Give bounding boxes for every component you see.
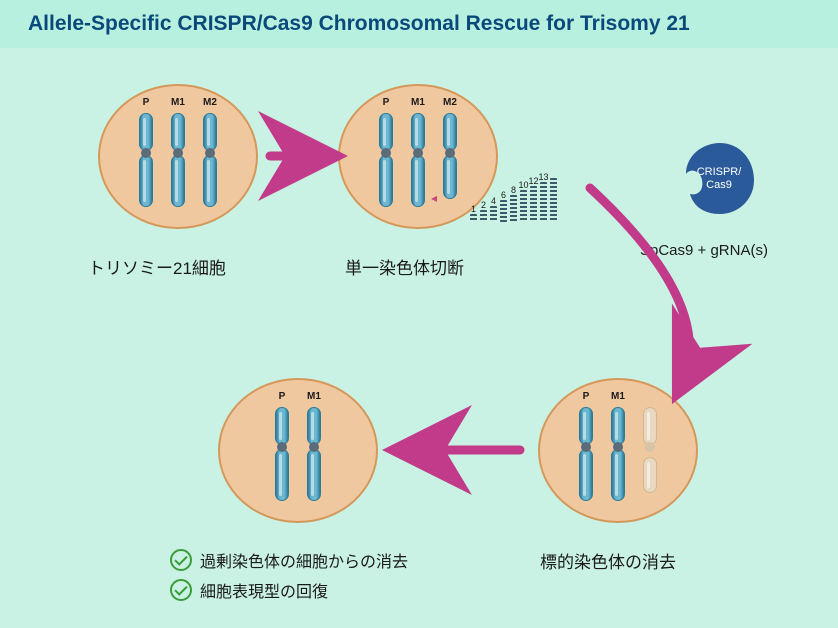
cell-trisomy21: P M1 M2 [98,84,258,229]
chromosome-P: P [377,113,395,207]
caption-cleavage: 単一染色体切断 [345,254,464,279]
cut-marker-icon: ◂ [431,191,437,205]
chromosome-group: P M1 M2 ◂ [377,113,459,207]
chromosome-M2-cut: M2 ◂ [441,113,459,207]
chromosome-M2: M2 [201,113,219,207]
caption-trisomy21: トリソミー21細胞 [88,254,226,279]
cas9-protein-icon: CRISPR/ Cas9 [680,138,758,218]
chromosome-group: P M1 [577,407,659,501]
cas9-text: CRISPR/ Cas9 [680,166,758,192]
check-icon [170,579,192,601]
chromosome-M1: M1 [169,113,187,207]
chromosome-group: P M1 M2 [137,113,219,207]
chromosome-M1: M1 [409,113,427,207]
chromosome-P: P [273,407,291,501]
chromosome-ghost [641,407,659,501]
outcome-text-1: 過剰染色体の細胞からの消去 [200,548,408,572]
chromosome-M1: M1 [305,407,323,501]
grna-count-bars: 12468101213 [470,178,557,222]
chromosome-P: P [137,113,155,207]
cell-rescued: P M1 [218,378,378,523]
diagram-canvas: P M1 M2 トリソミー21細胞 P M1 [0,48,838,628]
cell-elimination: P M1 [538,378,698,523]
caption-elimination: 標的染色体の消去 [540,548,676,573]
title-bar: Allele-Specific CRISPR/Cas9 Chromosomal … [0,0,838,48]
outcome-line-1: 過剰染色体の細胞からの消去 [170,548,408,572]
chromosome-P: P [577,407,595,501]
page-title: Allele-Specific CRISPR/Cas9 Chromosomal … [28,12,690,36]
chromosome-M1: M1 [609,407,627,501]
cas9-label: SpCas9 + gRNA(s) [640,242,768,259]
outcome-line-2: 細胞表現型の回復 [170,578,328,602]
outcome-text-2: 細胞表現型の回復 [200,578,328,602]
check-icon [170,549,192,571]
chromosome-group: P M1 [273,407,323,501]
